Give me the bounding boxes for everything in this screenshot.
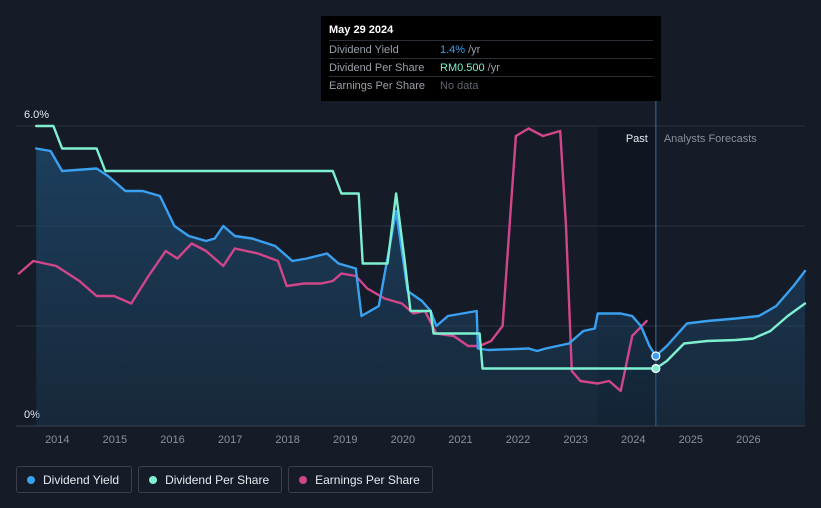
series-line-dividend-per-share — [35, 124, 807, 370]
legend-swatch — [27, 475, 35, 484]
x-tick-label: 2024 — [621, 434, 645, 446]
past-label: Past — [626, 133, 648, 145]
chart-legend: Dividend Yield Dividend Per Share Earnin… — [16, 466, 433, 493]
x-tick-label: 2021 — [448, 434, 472, 446]
x-tick-label: 2026 — [736, 434, 760, 446]
x-tick-label: 2016 — [160, 434, 184, 446]
tooltip-label: Dividend Per Share — [329, 61, 425, 74]
legend-dividend-per-share[interactable]: Dividend Per Share — [138, 466, 283, 493]
tooltip-label: Dividend Yield — [329, 43, 399, 56]
x-tick-label: 2020 — [391, 434, 415, 446]
y-tick-label: 0% — [24, 409, 40, 421]
legend-label: Earnings Per Share — [315, 472, 420, 487]
tooltip-row-earnings-per-share: Earnings Per Share No data — [329, 76, 653, 94]
x-tick-label: 2019 — [333, 434, 357, 446]
x-tick-label: 2025 — [679, 434, 703, 446]
x-tick-label: 2015 — [103, 434, 127, 446]
series-line-earnings-per-share — [17, 127, 648, 393]
x-tick-label: 2022 — [506, 434, 530, 446]
marker-yield — [651, 351, 661, 361]
legend-swatch — [149, 475, 158, 484]
tooltip-value: RM0.500 — [440, 61, 485, 74]
x-tick-label: 2018 — [275, 434, 299, 446]
legend-swatch — [299, 475, 308, 484]
tooltip-label: Earnings Per Share — [329, 79, 425, 92]
marker-dps — [651, 363, 661, 374]
x-tick-label: 2023 — [563, 434, 587, 446]
x-tick-label: 2017 — [218, 434, 242, 446]
x-tick-label: 2014 — [45, 434, 69, 446]
tooltip-row-dividend-yield: Dividend Yield 1.4% /yr — [329, 40, 653, 58]
tooltip-row-dividend-per-share: Dividend Per Share RM0.500 /yr — [329, 58, 653, 76]
forecast-label: Analysts Forecasts — [664, 133, 757, 145]
tooltip-value: No data — [440, 79, 479, 92]
legend-dividend-yield[interactable]: Dividend Yield — [16, 466, 133, 493]
legend-earnings-per-share[interactable]: Earnings Per Share — [288, 466, 433, 493]
series-line-dividend-yield — [35, 147, 807, 358]
legend-label: Dividend Per Share — [165, 472, 270, 487]
legend-label: Dividend Yield — [43, 472, 120, 487]
chart-tooltip: May 29 2024 Dividend Yield 1.4% /yr Divi… — [321, 16, 661, 101]
tooltip-unit: /yr — [468, 43, 481, 56]
tooltip-date: May 29 2024 — [329, 24, 394, 36]
series-area-dividend-yield — [36, 148, 805, 426]
y-tick-label: 6.0% — [24, 109, 49, 121]
tooltip-value: 1.4% — [440, 43, 466, 56]
tooltip-unit: /yr — [487, 61, 500, 74]
